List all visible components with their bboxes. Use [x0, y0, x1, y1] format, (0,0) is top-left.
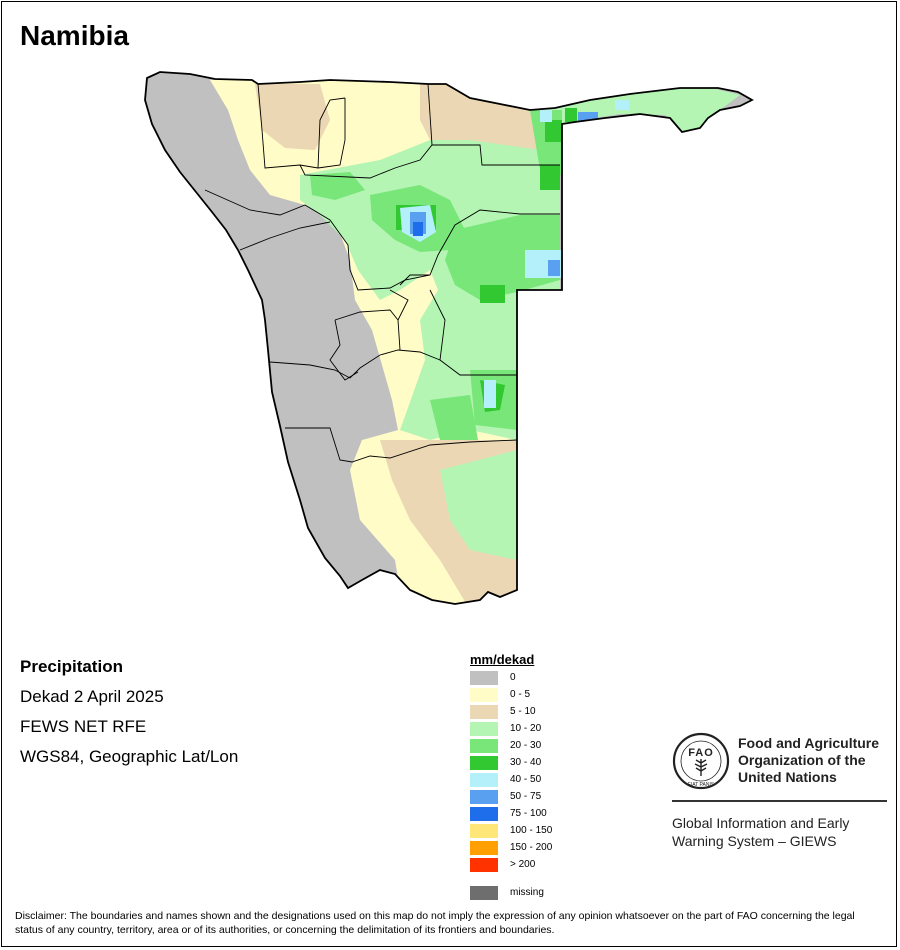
fao-emblem-icon: FAO FIAT PANIS: [672, 732, 730, 790]
legend-swatch: [470, 705, 498, 719]
legend-label: missing: [510, 887, 544, 898]
legend-label: 20 - 30: [510, 740, 542, 751]
legend-item: 40 - 50: [470, 773, 670, 787]
fao-name: Food and Agriculture Organization of the…: [738, 735, 879, 786]
legend-item-missing: missing: [470, 886, 670, 900]
legend-label: 0 - 5: [510, 689, 531, 700]
fao-name-line: United Nations: [738, 769, 837, 785]
legend-swatch: [470, 756, 498, 770]
legend-item: 0 - 5: [470, 688, 670, 702]
legend-label: 5 - 10: [510, 706, 536, 717]
legend-title: mm/dekad: [470, 652, 535, 667]
giews-line: Global Information and Early: [672, 815, 850, 831]
legend-swatch: [470, 858, 498, 872]
legend-label: 50 - 75: [510, 791, 542, 802]
legend-swatch: [470, 807, 498, 821]
fao-emblem-motto: FIAT PANIS: [688, 782, 715, 788]
info-heading: Precipitation: [20, 657, 123, 676]
legend-swatch: [470, 790, 498, 804]
fao-logo-block: FAO FIAT PANIS Food and Agriculture Orga…: [670, 730, 890, 860]
legend-label: 30 - 40: [510, 757, 542, 768]
legend-item: 20 - 30: [470, 739, 670, 753]
legend-item: 5 - 10: [470, 705, 670, 719]
legend-label: 40 - 50: [510, 774, 542, 785]
legend-swatch: [470, 722, 498, 736]
fao-name-line: Food and Agriculture: [738, 735, 880, 751]
legend-swatch: [470, 671, 498, 685]
legend-label: 150 - 200: [510, 842, 553, 853]
legend-swatch: [470, 688, 498, 702]
logo-divider: [672, 800, 887, 802]
legend-label: > 200: [510, 859, 536, 870]
legend-swatch: [470, 773, 498, 787]
info-source: FEWS NET RFE: [20, 717, 147, 736]
giews-text: Global Information and Early Warning Sys…: [672, 814, 849, 850]
precipitation-map: [144, 71, 754, 605]
legend-label: 0: [510, 672, 516, 683]
legend-swatch: [470, 824, 498, 838]
info-period: Dekad 2 April 2025: [20, 687, 164, 706]
giews-line: Warning System – GIEWS: [672, 833, 837, 849]
legend-swatch: [470, 841, 498, 855]
legend-swatch: [470, 739, 498, 753]
legend-item: 30 - 40: [470, 756, 670, 770]
legend-label: 10 - 20: [510, 723, 542, 734]
legend-item: > 200: [470, 858, 670, 872]
legend-item: 75 - 100: [470, 807, 670, 821]
legend-item: 10 - 20: [470, 722, 670, 736]
legend-label: 75 - 100: [510, 808, 547, 819]
fao-emblem-text: FAO: [688, 747, 714, 759]
legend-item: 100 - 150: [470, 824, 670, 838]
legend-item: 50 - 75: [470, 790, 670, 804]
legend-swatch: [470, 886, 498, 900]
legend-item: 150 - 200: [470, 841, 670, 855]
legend-item: 0: [470, 671, 670, 685]
disclaimer: Disclaimer: The boundaries and names sho…: [15, 910, 855, 936]
legend-label: 100 - 150: [510, 825, 553, 836]
fao-name-line: Organization of the: [738, 752, 866, 768]
info-projection: WGS84, Geographic Lat/Lon: [20, 747, 239, 766]
map-title: Namibia: [20, 20, 129, 51]
